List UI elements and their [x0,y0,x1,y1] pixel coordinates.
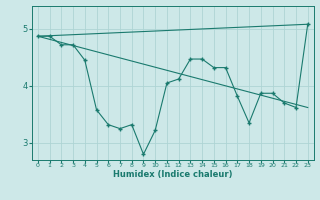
X-axis label: Humidex (Indice chaleur): Humidex (Indice chaleur) [113,170,233,179]
